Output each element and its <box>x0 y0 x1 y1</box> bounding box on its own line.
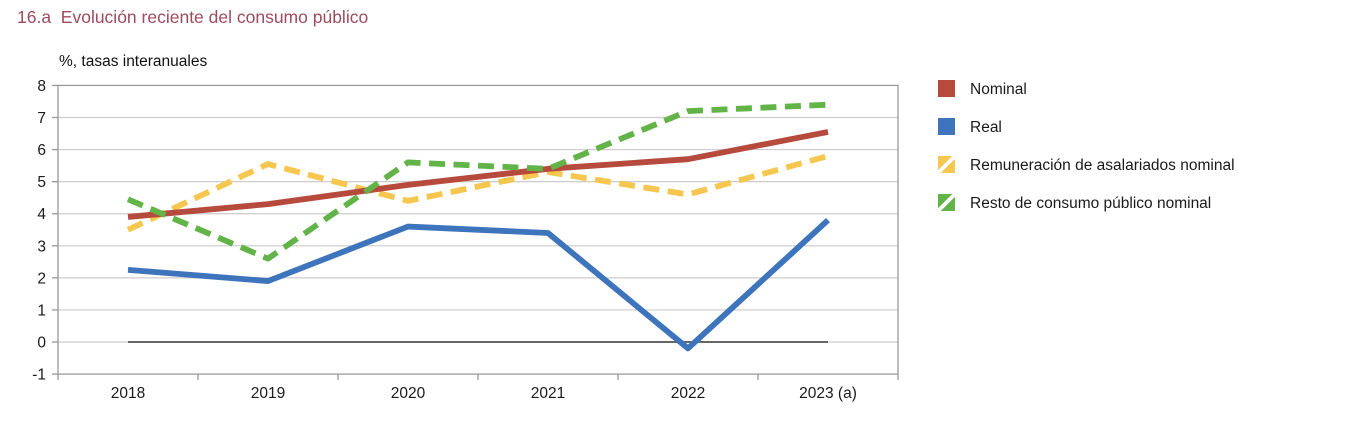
legend-item-remuneracion: Remuneración de asalariados nominal <box>938 155 1235 176</box>
series-line-resto-de-consumo-p-blico-nominal <box>126 101 829 262</box>
svg-text:2: 2 <box>37 270 46 287</box>
legend-item-resto: Resto de consumo público nominal <box>938 193 1235 214</box>
svg-text:4: 4 <box>37 206 46 223</box>
legend-label-nominal: Nominal <box>970 81 1027 98</box>
series-line-real <box>127 217 830 352</box>
legend-label-real: Real <box>970 119 1002 136</box>
svg-text:7: 7 <box>37 110 46 127</box>
svg-text:2020: 2020 <box>391 385 426 402</box>
svg-text:5: 5 <box>37 174 46 191</box>
chart-legend: Nominal Real Remuneración de asalariados… <box>938 79 1235 214</box>
svg-text:-1: -1 <box>32 367 46 384</box>
chart-axis-unit-label: %, tasas interanuales <box>59 53 208 70</box>
svg-text:2018: 2018 <box>111 385 145 402</box>
svg-text:2021: 2021 <box>531 385 565 402</box>
svg-text:1: 1 <box>37 302 46 319</box>
chart-title: 16.a Evolución reciente del consumo públ… <box>17 7 369 27</box>
svg-text:0: 0 <box>37 335 46 352</box>
legend-swatch-nominal <box>938 80 955 97</box>
svg-text:2022: 2022 <box>671 385 705 402</box>
legend-label-resto: Resto de consumo público nominal <box>970 195 1212 212</box>
legend-item-nominal: Nominal <box>938 79 1235 100</box>
svg-text:2023 (a): 2023 (a) <box>799 385 857 402</box>
legend-swatch-remuneracion <box>938 156 955 173</box>
legend-swatch-resto <box>938 194 955 211</box>
consumption-line-chart: -1 0 1 2 3 4 5 6 7 8 2018 2019 2020 2021 2022 2023 (a) <box>32 78 899 402</box>
svg-text:2019: 2019 <box>251 385 285 402</box>
legend-swatch-real <box>938 118 955 135</box>
series-line-nominal <box>127 129 829 220</box>
legend-label-remuneracion: Remuneración de asalariados nominal <box>970 157 1235 174</box>
legend-item-real: Real <box>938 117 1235 138</box>
svg-text:3: 3 <box>37 238 46 255</box>
svg-text:6: 6 <box>37 142 46 159</box>
series-line-remuneraci-n-de-asalariados-nominal <box>126 153 829 233</box>
svg-text:8: 8 <box>37 78 46 95</box>
